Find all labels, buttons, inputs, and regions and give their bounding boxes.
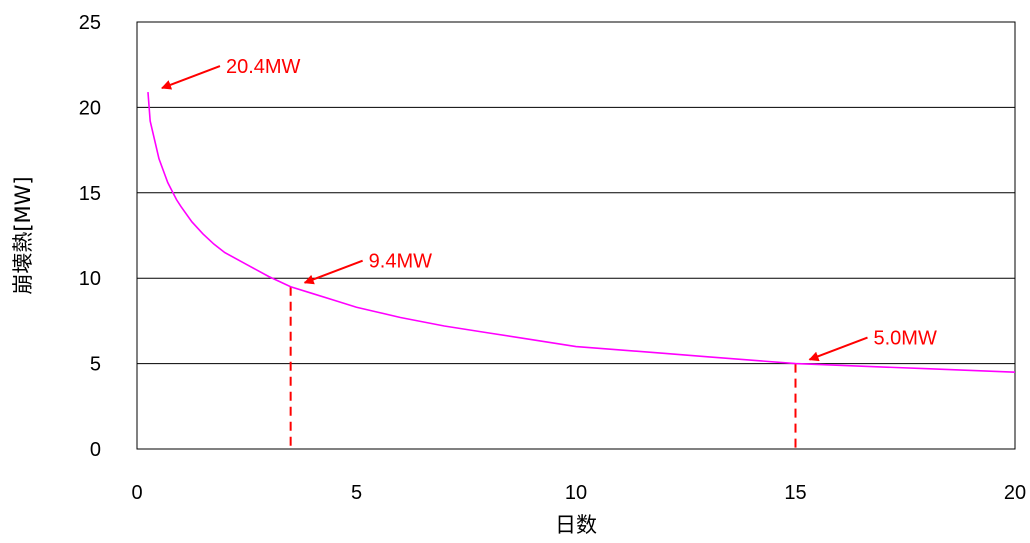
y-tick-label: 10 — [79, 268, 101, 290]
plot-area-border — [136, 21, 1016, 450]
grid-lines — [137, 106, 1015, 365]
y-tick-label: 5 — [90, 354, 101, 376]
x-axis-ticks: 0 5 10 15 20 — [131, 482, 1026, 504]
annotation-label: 20.4MW — [226, 56, 301, 78]
x-axis-label: 日数 — [555, 513, 597, 537]
y-tick-label: 0 — [90, 439, 101, 461]
annotation-arrow — [303, 259, 364, 285]
y-tick-label: 20 — [79, 97, 101, 119]
y-tick-label: 15 — [79, 183, 101, 205]
y-axis-ticks: 0 5 10 15 20 25 — [79, 12, 101, 461]
annotation-label: 5.0MW — [874, 328, 937, 350]
y-axis-label: 崩壊熱[MW] — [11, 176, 35, 294]
annotation-label: 9.4MW — [369, 251, 432, 273]
annotations: 20.4MW 9.4MW 5.0MW — [161, 56, 937, 362]
annotation-arrow — [161, 65, 221, 90]
x-tick-label: 15 — [784, 482, 806, 504]
x-tick-label: 5 — [351, 482, 362, 504]
x-tick-label: 10 — [565, 482, 587, 504]
x-tick-label: 20 — [1004, 482, 1026, 504]
drop-lines — [289, 286, 797, 449]
y-tick-label: 25 — [79, 12, 101, 34]
annotation-arrow — [808, 336, 868, 362]
x-tick-label: 0 — [131, 482, 142, 504]
series-line — [147, 91, 1016, 373]
